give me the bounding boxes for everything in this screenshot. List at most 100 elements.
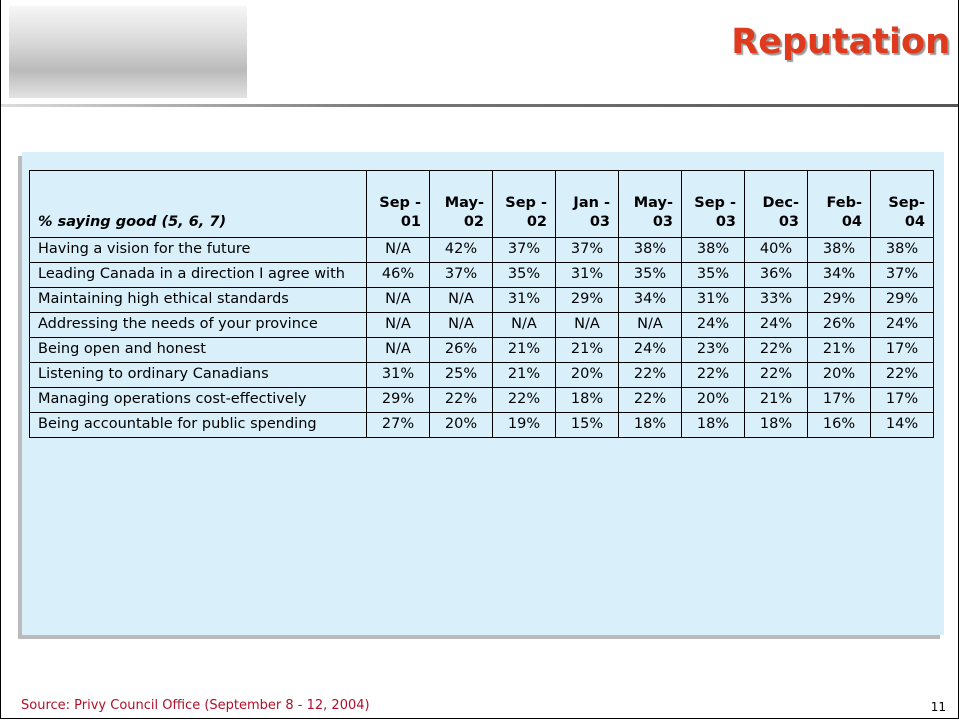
cell: 22% xyxy=(493,388,556,413)
cell: 20% xyxy=(808,363,871,388)
cell: 29% xyxy=(808,288,871,313)
cell: 31% xyxy=(493,288,556,313)
header-photo xyxy=(9,6,247,98)
cell: 22% xyxy=(745,338,808,363)
cell: 17% xyxy=(871,388,934,413)
column-header: Feb- 04 xyxy=(808,171,871,238)
slide-title: Reputation xyxy=(731,22,950,62)
cell: 29% xyxy=(367,388,430,413)
cell: 40% xyxy=(745,238,808,263)
cell: 20% xyxy=(556,363,619,388)
column-header: Dec- 03 xyxy=(745,171,808,238)
cell: 15% xyxy=(556,413,619,438)
cell: 18% xyxy=(556,388,619,413)
column-header: Sep - 03 xyxy=(682,171,745,238)
cell: 31% xyxy=(367,363,430,388)
cell: 37% xyxy=(871,263,934,288)
cell: 31% xyxy=(556,263,619,288)
cell: N/A xyxy=(493,313,556,338)
cell: 35% xyxy=(682,263,745,288)
cell: 22% xyxy=(430,388,493,413)
cell: 36% xyxy=(745,263,808,288)
cell: 22% xyxy=(682,363,745,388)
cell: 21% xyxy=(808,338,871,363)
column-header: Sep- 04 xyxy=(871,171,934,238)
cell: N/A xyxy=(367,338,430,363)
cell: N/A xyxy=(430,288,493,313)
row-label: Being accountable for public spending xyxy=(30,413,367,438)
cell: 26% xyxy=(430,338,493,363)
cell: 42% xyxy=(430,238,493,263)
cell: N/A xyxy=(367,313,430,338)
cell: N/A xyxy=(619,313,682,338)
cell: 33% xyxy=(745,288,808,313)
cell: 37% xyxy=(430,263,493,288)
cell: N/A xyxy=(430,313,493,338)
cell: 21% xyxy=(493,363,556,388)
cell: 37% xyxy=(556,238,619,263)
row-label: Managing operations cost-effectively xyxy=(30,388,367,413)
column-header: % saying good (5, 6, 7) xyxy=(30,171,367,238)
cell: 22% xyxy=(619,363,682,388)
cell: 34% xyxy=(619,288,682,313)
cell: N/A xyxy=(367,238,430,263)
cell: 18% xyxy=(619,413,682,438)
source-note: Source: Privy Council Office (September … xyxy=(21,698,370,713)
table-row: Leading Canada in a direction I agree wi… xyxy=(30,263,934,288)
cell: 46% xyxy=(367,263,430,288)
cell: 38% xyxy=(808,238,871,263)
column-header: Sep - 01 xyxy=(367,171,430,238)
slide: Reputation % saying good (5, 6, 7)Sep - … xyxy=(0,0,959,719)
cell: 22% xyxy=(619,388,682,413)
cell: 35% xyxy=(619,263,682,288)
cell: 16% xyxy=(808,413,871,438)
cell: 38% xyxy=(871,238,934,263)
column-header: May- 02 xyxy=(430,171,493,238)
cell: 26% xyxy=(808,313,871,338)
cell: 24% xyxy=(682,313,745,338)
row-label: Leading Canada in a direction I agree wi… xyxy=(30,263,367,288)
cell: 25% xyxy=(430,363,493,388)
cell: 22% xyxy=(871,363,934,388)
cell: N/A xyxy=(367,288,430,313)
cell: 21% xyxy=(556,338,619,363)
cell: 18% xyxy=(745,413,808,438)
cell: 19% xyxy=(493,413,556,438)
cell: 29% xyxy=(556,288,619,313)
cell: 21% xyxy=(745,388,808,413)
cell: 38% xyxy=(682,238,745,263)
page-number: 11 xyxy=(931,700,946,714)
column-header: May- 03 xyxy=(619,171,682,238)
cell: 21% xyxy=(493,338,556,363)
cell: 24% xyxy=(619,338,682,363)
cell: 14% xyxy=(871,413,934,438)
cell: 20% xyxy=(682,388,745,413)
cell: 38% xyxy=(619,238,682,263)
cell: 20% xyxy=(430,413,493,438)
cell: 17% xyxy=(871,338,934,363)
cell: 23% xyxy=(682,338,745,363)
cell: 24% xyxy=(745,313,808,338)
row-label: Having a vision for the future xyxy=(30,238,367,263)
row-label: Listening to ordinary Canadians xyxy=(30,363,367,388)
cell: 29% xyxy=(871,288,934,313)
row-label: Being open and honest xyxy=(30,338,367,363)
row-label: Maintaining high ethical standards xyxy=(30,288,367,313)
cell: 34% xyxy=(808,263,871,288)
cell: 18% xyxy=(682,413,745,438)
cell: 37% xyxy=(493,238,556,263)
cell: 31% xyxy=(682,288,745,313)
cell: 27% xyxy=(367,413,430,438)
cell: 24% xyxy=(871,313,934,338)
row-label: Addressing the needs of your province xyxy=(30,313,367,338)
cell: 35% xyxy=(493,263,556,288)
